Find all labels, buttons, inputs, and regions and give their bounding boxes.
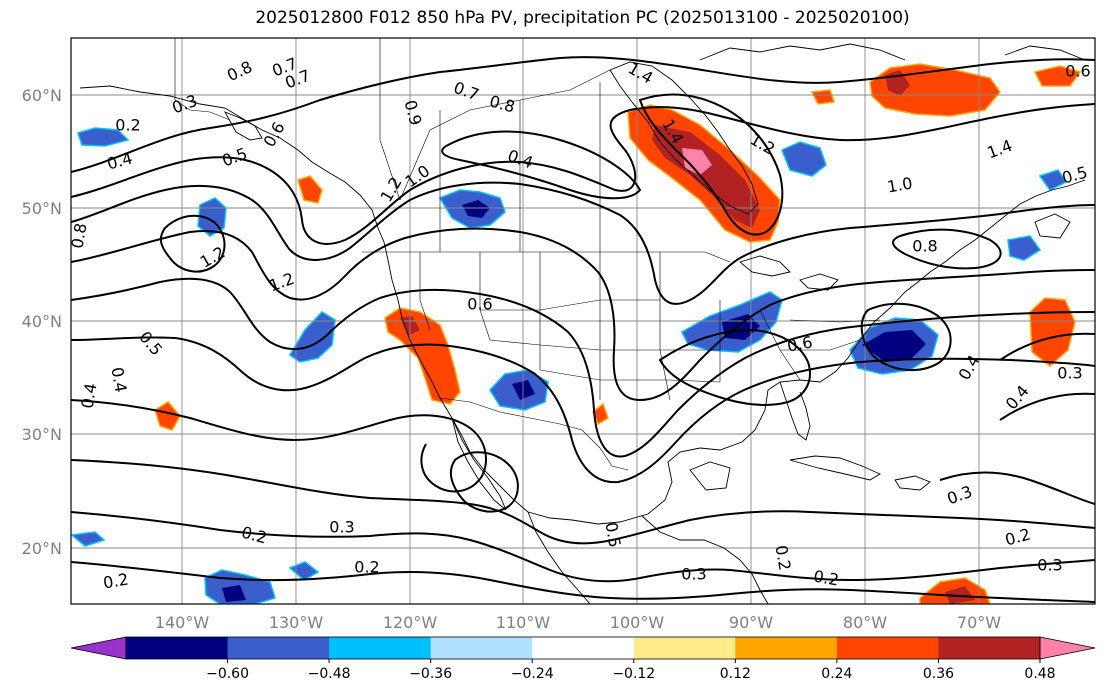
- contour-label: 0.2: [812, 566, 840, 589]
- map-border: [70, 37, 1096, 605]
- coastlines: [79, 43, 1086, 604]
- contour-label: 0.4: [77, 382, 100, 410]
- borders: [174, 38, 881, 471]
- contour-label: 0.3: [1037, 556, 1062, 575]
- precip-anomaly-positive: [297, 175, 323, 204]
- colorbar-bin: [227, 637, 330, 659]
- lon-label: 80°W: [843, 613, 887, 632]
- contour-label: 0.5: [601, 521, 624, 549]
- lat-label: 50°N: [22, 199, 62, 218]
- lon-label: 120°W: [383, 613, 438, 632]
- precip-anomaly-positive: [384, 307, 461, 405]
- contour-label: 0.3: [681, 565, 706, 584]
- precip-anomaly-negative: [1007, 235, 1042, 261]
- colorbar-bin: [938, 637, 1041, 659]
- contour-label: 0.2: [102, 569, 130, 592]
- lon-label: 90°W: [729, 613, 773, 632]
- lat-label: 20°N: [22, 539, 62, 558]
- colorbar-frame: [125, 636, 1041, 660]
- pv-contours: [71, 56, 1095, 603]
- colorbar-bin: [329, 637, 432, 659]
- precip-anomaly-positive: [154, 401, 181, 431]
- precip-anomaly-negative: [77, 127, 130, 147]
- colorbar-bin: [836, 637, 939, 659]
- contour-label: 0.6: [1065, 62, 1090, 81]
- longitude-labels: 140°W 130°W 120°W 110°W 100°W 90°W 80°W …: [155, 613, 1001, 632]
- precip-anomaly-negative: [71, 531, 106, 547]
- lat-label: 60°N: [22, 86, 62, 105]
- contour-label: 0.2: [115, 116, 140, 135]
- precip-anomaly-strong-positive: [652, 125, 760, 228]
- colorbar-tick-label: 0.12: [720, 666, 751, 682]
- contour-label: 0.3: [1057, 364, 1082, 383]
- graticule: [71, 38, 1095, 604]
- lat-label: 40°N: [22, 312, 62, 331]
- precip-anomaly-negative: [781, 141, 827, 177]
- contour-label: 1.0: [886, 173, 914, 196]
- precip-anomaly-extreme-positive: [682, 148, 712, 175]
- lon-label: 100°W: [610, 613, 665, 632]
- precip-anomaly-negative: [288, 561, 320, 581]
- contour-label: 0.6: [467, 295, 492, 314]
- precip-anomaly-strong-negative: [862, 330, 926, 362]
- colorbar-bin: [430, 637, 533, 659]
- contour-label: 0.2: [354, 558, 379, 577]
- contour-label: 0.8: [912, 237, 937, 256]
- precip-anomaly-negative: [1038, 169, 1068, 191]
- precip-anomaly-strong-negative: [512, 380, 535, 400]
- colorbar-bin: [735, 637, 838, 659]
- contour-label: 0.4: [107, 366, 130, 394]
- colorbar-tick-label: −0.24: [511, 666, 554, 682]
- colorbar-tick-label: −0.60: [206, 666, 249, 682]
- map-content: [71, 38, 1095, 604]
- precip-anomaly-positive: [810, 89, 836, 105]
- precip-anomaly-strong-negative: [462, 200, 490, 218]
- precip-anomaly-negative: [288, 311, 336, 363]
- map-title: 2025012800 F012 850 hPa PV, precipitatio…: [255, 8, 910, 28]
- colorbar-tick-label: −0.36: [409, 666, 452, 682]
- colorbar-tick-label: 0.24: [821, 666, 852, 682]
- colorbar-tick-label: 0.36: [923, 666, 954, 682]
- colorbar-bin: [532, 637, 635, 659]
- colorbar-bin: [633, 637, 736, 659]
- precip-anomaly-strong-negative: [722, 314, 760, 340]
- lon-label: 140°W: [155, 613, 210, 632]
- precip-anomaly-positive: [1029, 297, 1076, 367]
- precip-anomaly-positive: [1033, 65, 1082, 87]
- colorbar-tick-label: −0.48: [308, 666, 351, 682]
- colorbar-extension-low: [70, 636, 127, 660]
- latitude-labels: 60°N 50°N 40°N 30°N 20°N: [22, 86, 62, 558]
- colorbar-bin: [126, 637, 229, 659]
- colorbar-tick-label: −0.12: [612, 666, 655, 682]
- colorbar-extension-high: [1039, 636, 1096, 660]
- lat-label: 30°N: [22, 425, 62, 444]
- precip-anomaly-strong-negative: [222, 585, 246, 602]
- contour-label: 0.2: [771, 544, 794, 572]
- lon-label: 130°W: [269, 613, 324, 632]
- contour-label: 0.3: [329, 518, 354, 537]
- contour-label: 0.6: [786, 332, 814, 355]
- contour-label: 0.8: [67, 222, 90, 250]
- colorbar-tick-label: 0.48: [1024, 666, 1055, 682]
- colorbar: −0.60 −0.48 −0.36 −0.24 −0.12 0.12 0.24 0.36 0.4…: [70, 636, 1096, 682]
- precip-anomaly-positive: [592, 402, 609, 426]
- precip-anomaly-strong-positive: [945, 586, 975, 604]
- lon-label: 70°W: [957, 613, 1001, 632]
- lon-label: 110°W: [496, 613, 551, 632]
